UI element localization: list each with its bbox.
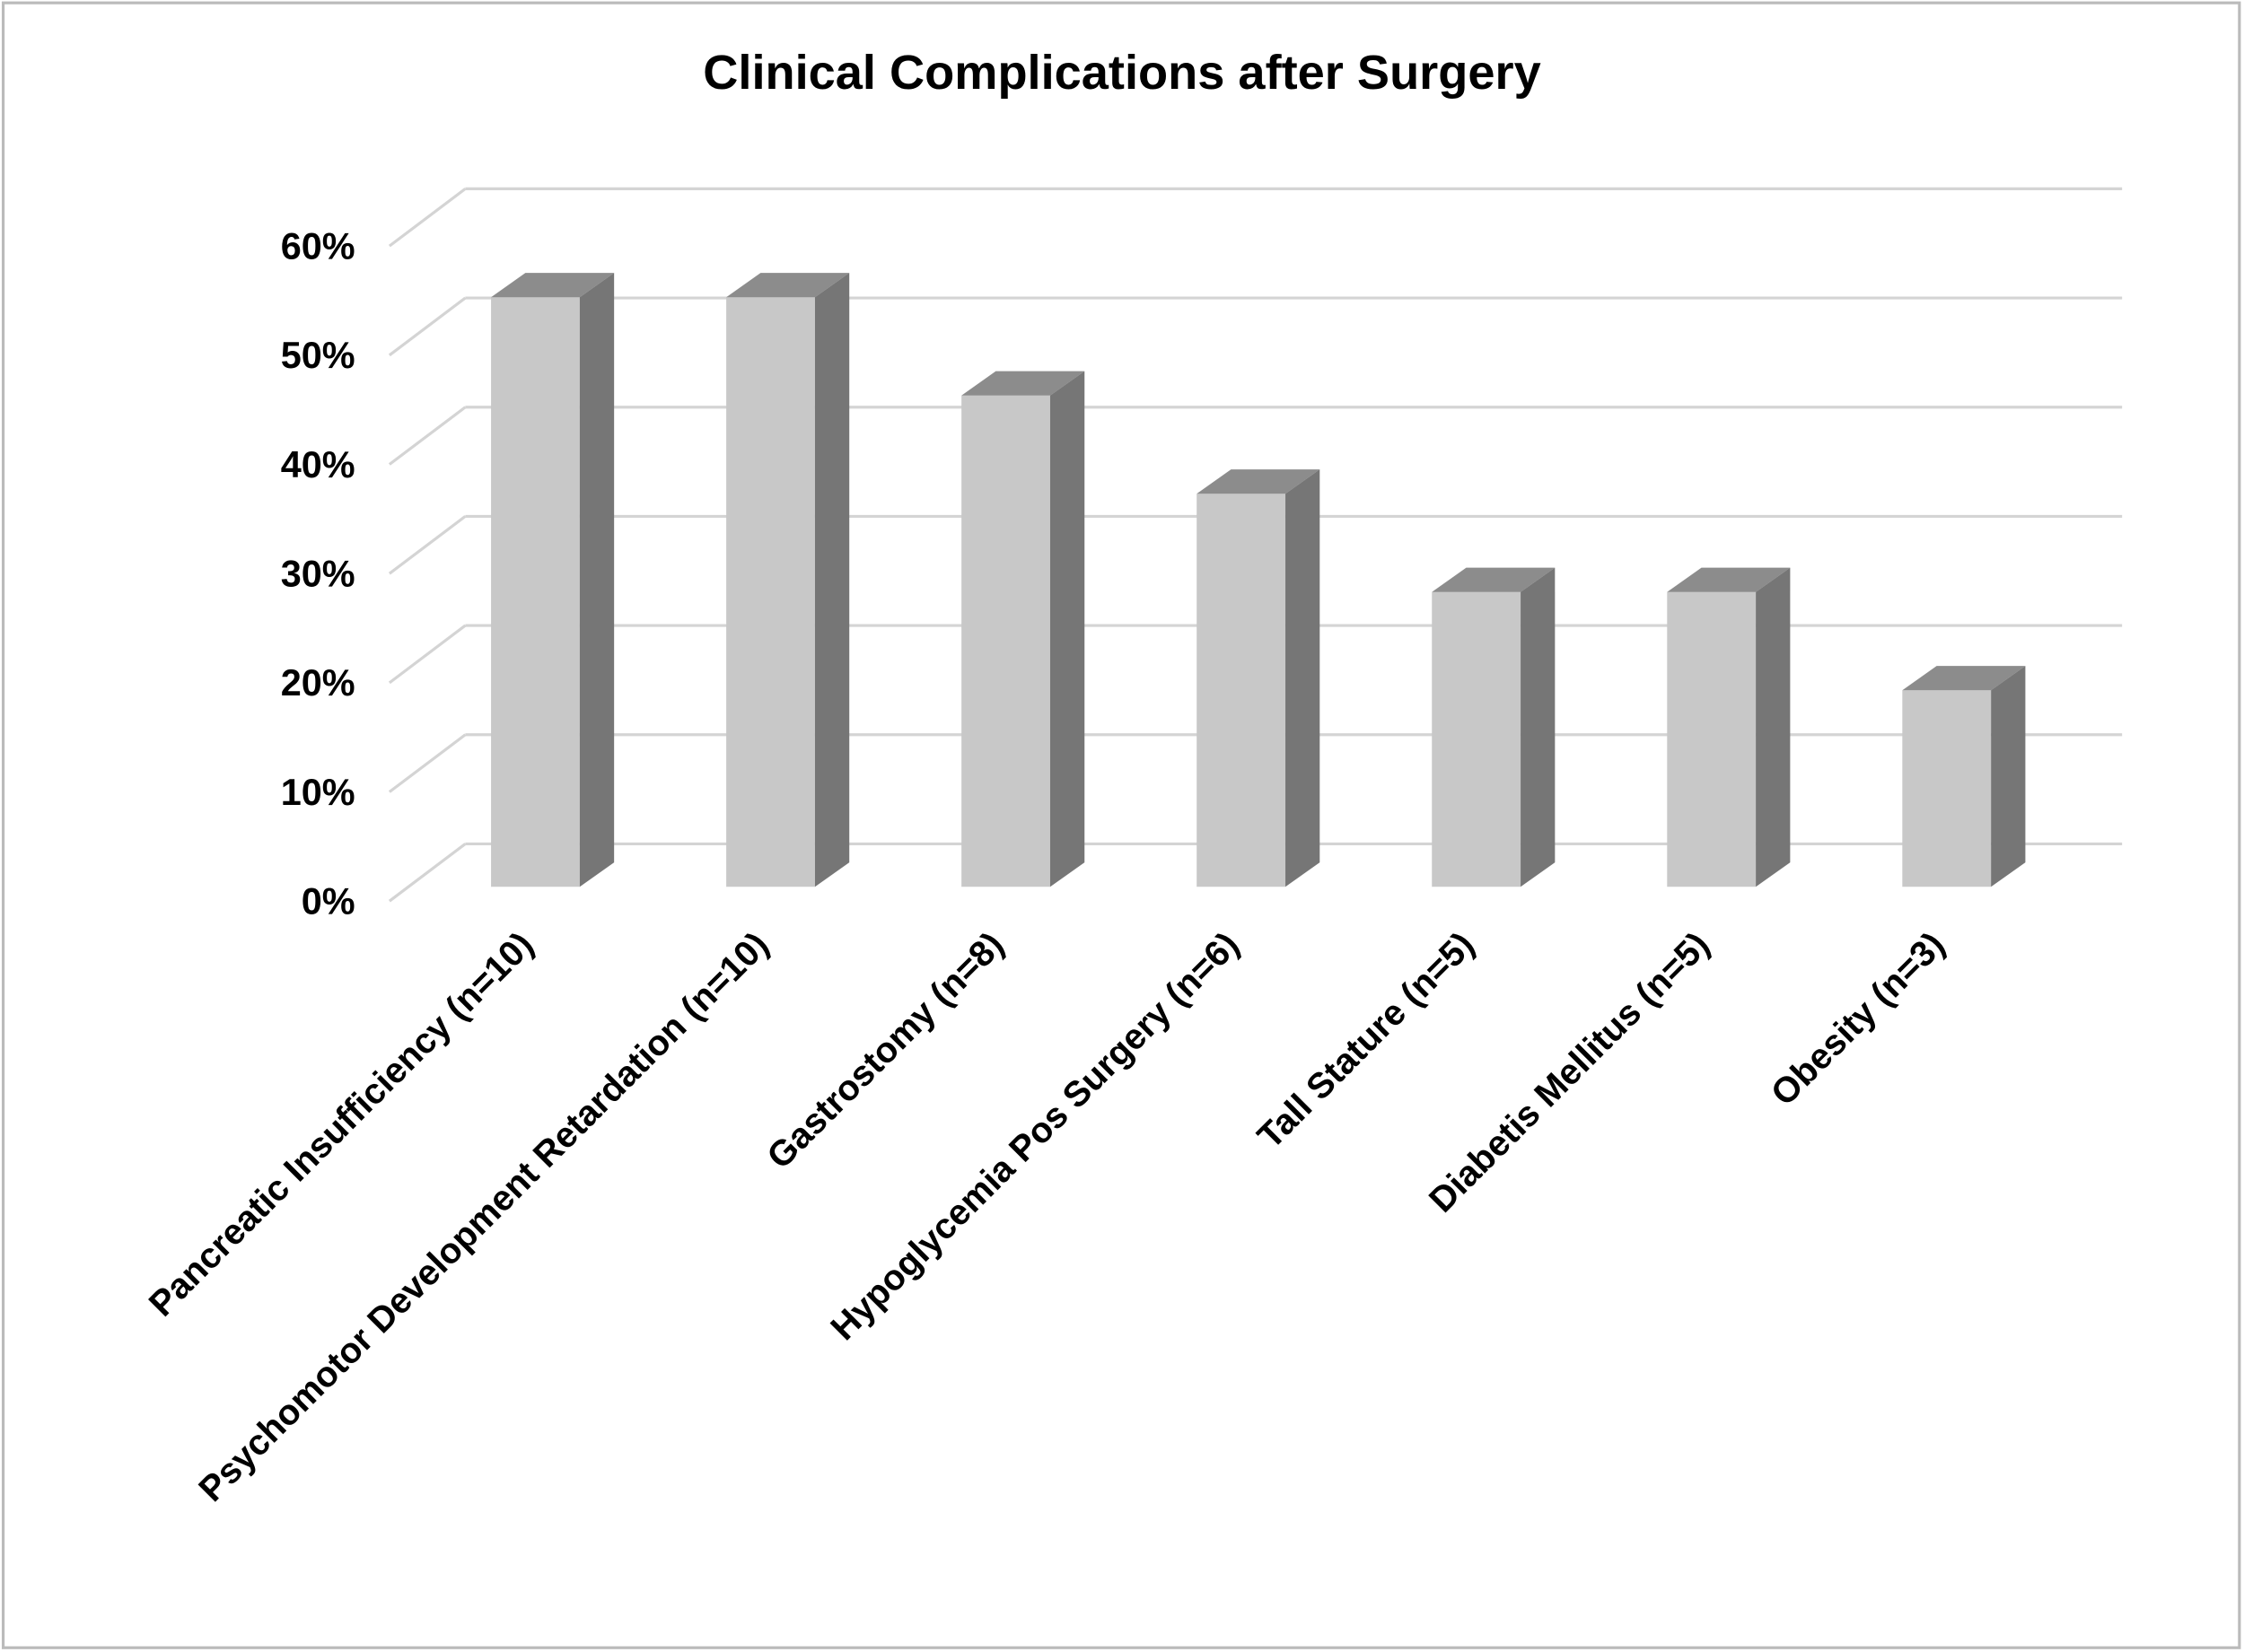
y-tick-label: 10% <box>281 771 355 813</box>
y-tick-label: 50% <box>281 334 355 376</box>
bar-front <box>1197 494 1286 887</box>
side-grid-line <box>388 733 467 793</box>
chart-title: Clinical Complications after Surgery <box>703 46 1540 100</box>
y-tick-label: 60% <box>281 225 355 267</box>
side-grid-line <box>388 406 467 466</box>
bar-front <box>961 395 1050 887</box>
bar-top <box>491 273 615 298</box>
bar-side <box>1285 469 1320 887</box>
bar-front <box>491 297 580 887</box>
y-tick-label: 40% <box>281 443 355 485</box>
bar-side <box>1521 567 1556 887</box>
bar-side <box>1049 371 1085 887</box>
bar-top <box>1432 567 1556 592</box>
bar-top <box>961 371 1085 396</box>
y-tick-label: 30% <box>281 553 355 595</box>
side-grid-line <box>388 843 467 903</box>
y-tick-label: 0% <box>302 880 355 922</box>
side-grid-line <box>388 624 467 685</box>
y-tick-label: 20% <box>281 661 355 704</box>
side-grid-line <box>388 296 467 357</box>
bar-side <box>1991 666 2026 887</box>
side-grid-line <box>388 515 467 575</box>
bar-front <box>726 297 815 887</box>
bar-front <box>1902 690 1992 887</box>
bar-top <box>726 273 850 298</box>
bar-top <box>1902 666 2026 691</box>
bar-top <box>1197 469 1320 494</box>
bar-side <box>1756 567 1791 887</box>
bar-side <box>579 273 615 887</box>
bar-front <box>1432 591 1521 887</box>
bar-top <box>1667 567 1791 592</box>
bar-front <box>1667 591 1757 887</box>
bar-side <box>814 273 850 887</box>
side-grid-line <box>388 188 467 248</box>
